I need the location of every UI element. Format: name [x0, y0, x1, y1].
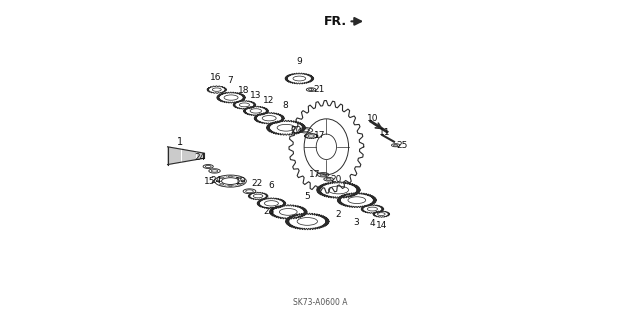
Ellipse shape	[237, 177, 241, 179]
Text: 7: 7	[228, 76, 234, 85]
Text: SK73-A0600 A: SK73-A0600 A	[292, 298, 348, 307]
Text: 15: 15	[204, 177, 216, 186]
Text: 5: 5	[304, 192, 310, 201]
Text: 16: 16	[210, 73, 221, 82]
Ellipse shape	[220, 177, 223, 179]
Ellipse shape	[216, 180, 220, 182]
Ellipse shape	[220, 184, 223, 185]
Text: 21: 21	[314, 85, 324, 94]
Text: 17: 17	[314, 131, 326, 140]
Ellipse shape	[228, 176, 232, 177]
Text: 11: 11	[379, 128, 390, 137]
Text: 19: 19	[235, 177, 246, 186]
Text: 20: 20	[330, 175, 341, 184]
Text: 1: 1	[177, 137, 183, 147]
Text: 10: 10	[367, 114, 378, 123]
Text: 20: 20	[291, 126, 302, 135]
Text: 12: 12	[263, 96, 275, 105]
Text: 23: 23	[264, 207, 275, 216]
Text: 17: 17	[308, 170, 320, 179]
Text: 18: 18	[238, 86, 250, 95]
Text: FR.: FR.	[324, 15, 347, 28]
Text: 3: 3	[354, 218, 360, 227]
Text: 4: 4	[369, 219, 375, 227]
Ellipse shape	[241, 180, 244, 182]
Text: 8: 8	[283, 101, 289, 110]
Text: 25: 25	[396, 141, 408, 150]
Text: 22: 22	[252, 179, 263, 188]
Text: 24: 24	[211, 176, 222, 185]
Text: 24: 24	[195, 153, 206, 162]
Text: 2: 2	[335, 210, 341, 219]
Ellipse shape	[237, 184, 241, 185]
Ellipse shape	[228, 185, 232, 187]
Text: 13: 13	[250, 92, 261, 100]
Text: 9: 9	[296, 57, 302, 66]
Text: 6: 6	[268, 182, 274, 190]
Text: 14: 14	[376, 221, 387, 230]
